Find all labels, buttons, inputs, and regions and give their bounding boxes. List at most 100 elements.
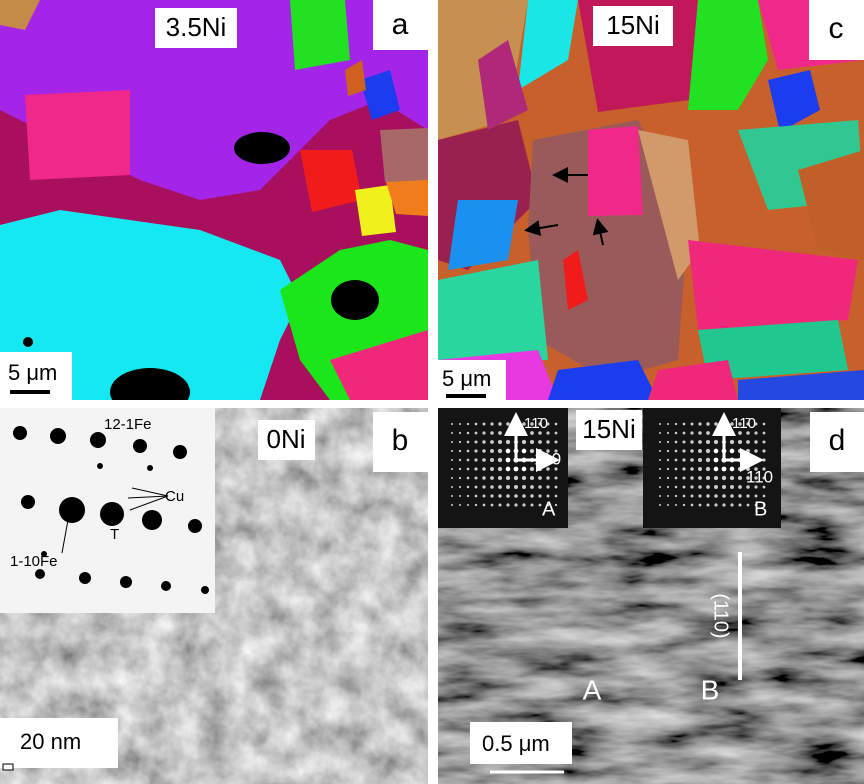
diffraction-spot [451,468,453,470]
diffraction-spot [505,475,511,481]
diffraction-spot [754,503,758,507]
diffraction-spot [451,495,453,497]
scale-box [0,718,118,768]
zone-label: (110) [710,593,732,638]
diffraction-spot [497,448,503,454]
diffraction-spot [667,423,669,425]
diffraction-spot [746,494,750,498]
title-box [155,8,237,48]
diffraction-spot [474,494,478,498]
diffraction-spot [698,431,702,435]
diffraction-spot [762,431,766,435]
diffraction-spot [521,439,527,445]
diffraction-spot [705,457,711,463]
diffraction-spot [682,467,686,471]
diffraction-spot [458,485,462,489]
diffraction-spot [659,459,661,461]
diffraction-spot [674,485,678,489]
diffraction-spot [674,431,678,435]
diffraction-spot [722,494,726,498]
diffraction-spot [762,485,766,489]
diffraction-spot [546,476,550,480]
diffraction-spot [706,485,710,489]
diffraction-spot [706,422,710,426]
diffraction-spot [706,431,710,435]
diffraction-spot [35,569,45,579]
diffraction-spot [474,485,478,489]
diffraction-spot [538,440,542,444]
diffraction-spot [738,431,742,435]
diffraction-spot [490,440,494,444]
title-box [576,410,642,450]
diffraction-spot [546,440,550,444]
diffraction-spot [474,503,478,507]
diffraction-spot [538,431,542,435]
diffraction-spot [721,466,727,472]
diffraction-spot [705,448,711,454]
diffraction-spot [161,581,171,591]
diffraction-spot [666,485,670,489]
diffraction-spot [746,485,750,489]
diffraction-spot [498,494,502,498]
diffraction-spot [529,475,535,481]
diffraction-spot [451,504,453,506]
diffraction-spot [513,466,519,472]
diffraction-spot [754,422,758,426]
inset-label: B [754,498,767,520]
diffraction-spot [690,440,694,444]
diffraction-spot [538,503,542,507]
direction-label: 11̄0 [732,415,756,432]
diffraction-spot [506,503,510,507]
annotation: 12-1Fe [104,416,152,433]
diffraction-spot [659,486,661,488]
diffraction-spot [505,448,511,454]
diffraction-spot [729,439,735,445]
diffraction-spot [497,466,503,472]
diffraction-spot [690,449,694,453]
scale-box [470,722,572,764]
diffraction-spot [730,494,734,498]
diffraction-spot [505,457,511,463]
diffraction-spot [682,503,686,507]
diffraction-spot [466,494,470,498]
panel-label: c [829,12,844,45]
diffraction-spot [737,466,743,472]
title-box [258,420,315,460]
diffraction-spot [497,475,503,481]
diffraction-spot [522,503,526,507]
diffraction-spot [490,467,494,471]
diffraction-spot [474,476,478,480]
diffraction-spot [529,466,535,472]
diffraction-spot [713,439,719,445]
diffraction-spot [506,494,510,498]
diffraction-spot [554,503,558,507]
scale-bar [2,763,14,771]
diffraction-spot [659,441,661,443]
diffraction-spot [659,423,661,425]
diffraction-spot [451,432,453,434]
diffraction-spot [466,485,470,489]
diffraction-spot [538,485,542,489]
diffraction-spot [762,440,766,444]
diffraction-spot [451,450,453,452]
diffraction-spot [659,504,661,506]
diffraction-spot [522,485,526,489]
diffraction-spot [482,485,486,489]
panel-a [0,0,428,400]
diffraction-spot [458,458,462,462]
diffraction-spot [490,431,494,435]
diffraction-spot [458,476,462,480]
diffraction-spot [554,476,558,480]
diffraction-spot [698,476,702,480]
label-box [373,412,428,472]
diffraction-spot [706,494,710,498]
diffraction-spot [721,475,727,481]
annotation: 1-10Fe [10,553,58,570]
diffraction-spot [482,494,486,498]
diffraction-spot [458,440,462,444]
diffraction-spot [659,432,661,434]
diffraction-spot [490,503,494,507]
diffraction-spot [490,422,494,426]
diffraction-spot [474,440,478,444]
scale-box [438,360,506,400]
